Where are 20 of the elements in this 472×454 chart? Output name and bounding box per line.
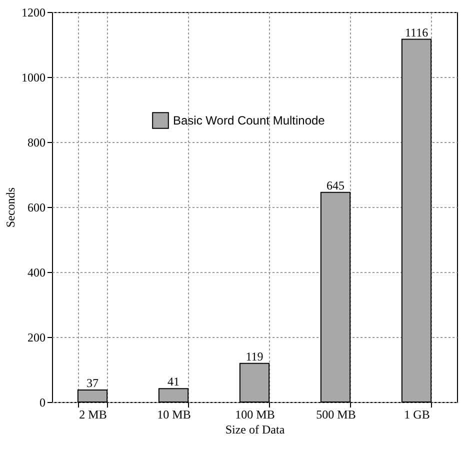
y-tick-label: 200 xyxy=(28,330,46,344)
data-label: 41 xyxy=(168,374,180,389)
data-label: 1116 xyxy=(404,25,428,40)
data-label: 645 xyxy=(326,178,344,192)
y-tick-label: 0 xyxy=(40,396,46,410)
y-tick-label: 800 xyxy=(28,136,46,150)
y-tick-label: 600 xyxy=(28,200,46,214)
x-tick-label: 1 GB xyxy=(404,408,430,422)
x-tick-label: 500 MB xyxy=(316,408,356,422)
data-label: 37 xyxy=(86,376,98,390)
x-tick-label: 10 MB xyxy=(157,408,191,422)
data-label: 119 xyxy=(246,349,264,364)
y-tick-label: 400 xyxy=(28,266,46,280)
x-axis-title: Size of Data xyxy=(225,422,286,436)
legend-label: Basic Word Count Multinode xyxy=(173,114,326,128)
x-tick-label: 2 MB xyxy=(79,408,107,422)
x-tick-label: 100 MB xyxy=(235,408,275,422)
y-axis-title: Seconds xyxy=(4,187,18,228)
y-tick-label: 1000 xyxy=(22,70,46,84)
y-tick-label: 1200 xyxy=(22,6,46,20)
